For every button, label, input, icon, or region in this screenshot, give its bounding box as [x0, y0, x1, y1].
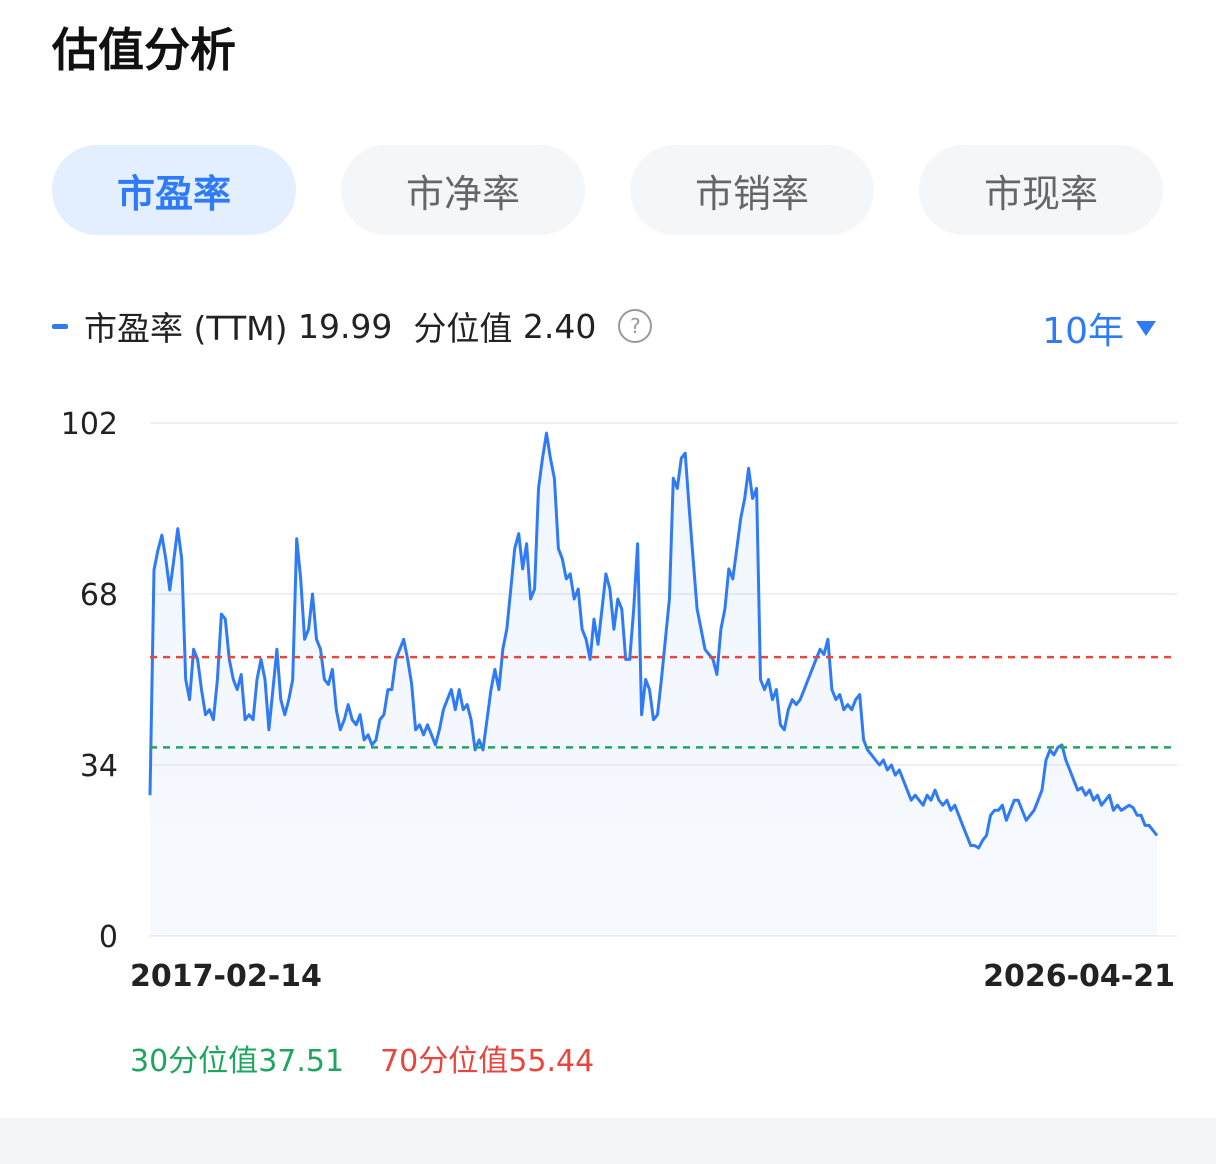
y-tick-label: 34: [80, 749, 118, 784]
legend: 市盈率 (TTM) 19.99 分位值 2.40 ?: [52, 302, 653, 350]
line: [148, 431, 1159, 850]
tab[interactable]: 市销率: [630, 145, 874, 235]
percentile-name: 30分位值: [130, 1044, 259, 1079]
y-tick-label: 0: [99, 920, 118, 955]
legend-swatch: [52, 323, 68, 329]
percentile-number: 55.44: [508, 1044, 595, 1079]
percentile-number: 37.51: [258, 1044, 345, 1079]
range-label: 10年: [1042, 311, 1124, 352]
series-name: 市盈率 (TTM): [84, 309, 288, 348]
percentile-name: 70分位值: [380, 1044, 509, 1079]
dropdown-arrow: [1136, 320, 1156, 336]
tab[interactable]: 市现率: [919, 145, 1163, 235]
current-value: 19.99: [297, 306, 393, 346]
help-icon[interactable]: ?: [618, 309, 653, 343]
y-tick-label: 68: [80, 578, 118, 613]
percentile-value: 2.40: [522, 306, 597, 346]
section-title: 估值分析: [52, 23, 236, 77]
percentile-label: 分位值: [413, 309, 513, 348]
y-tick-label: 102: [61, 407, 118, 442]
percentile-item: 70分位值55.44: [380, 1036, 594, 1080]
percentile-item: 30分位值37.51: [130, 1036, 344, 1080]
footer-band: [0, 1118, 1216, 1164]
percentile-legend: 30分位值37.51 70分位值55.44: [130, 1036, 594, 1080]
area: [150, 433, 1157, 936]
x-tick-label: 2026-04-21: [983, 959, 1175, 994]
range-selector[interactable]: 10年: [1042, 302, 1156, 354]
tab[interactable]: 市净率: [341, 145, 585, 235]
x-tick-label: 2017-02-14: [130, 959, 322, 994]
tab[interactable]: 市盈率: [52, 145, 296, 235]
